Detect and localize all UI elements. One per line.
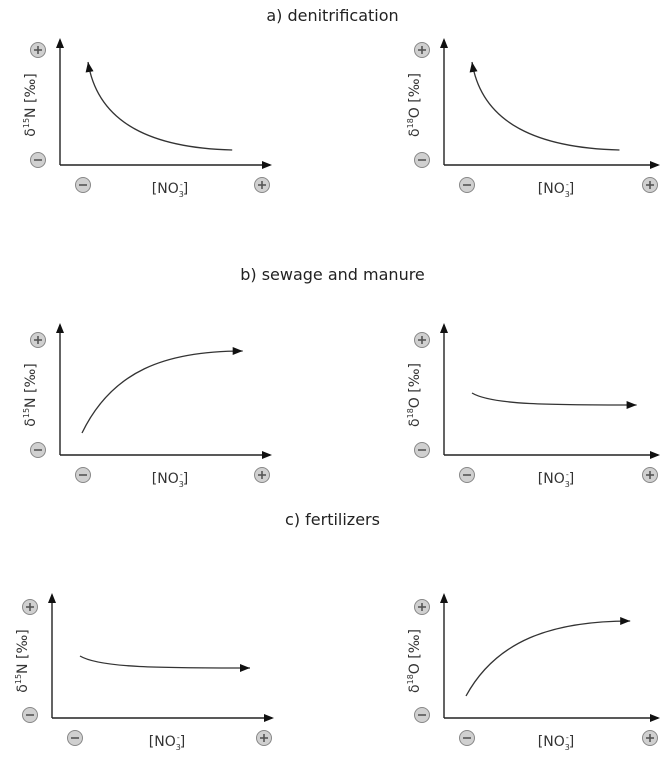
y-minus-sign-icon <box>414 152 430 168</box>
section-title-fertilizers: c) fertilizers <box>285 510 380 529</box>
panel-b-o: δ18O [‰] [NO3-] <box>406 323 660 489</box>
x-axis-label: [NO3-] <box>152 180 188 199</box>
x-axis-label: [NO3-] <box>149 733 185 752</box>
x-minus-sign-icon <box>459 467 475 483</box>
y-minus-sign-icon <box>30 152 46 168</box>
y-axis-arrowhead <box>440 323 448 333</box>
trend-arrowhead <box>240 664 250 672</box>
x-plus-sign-icon <box>642 177 658 193</box>
y-plus-sign-icon <box>414 599 430 615</box>
y-axis-label: δ15N [‰] <box>22 73 39 136</box>
x-axis-label: [NO3-] <box>152 470 188 489</box>
section-title-sewage-and-manure: b) sewage and manure <box>240 265 425 284</box>
y-axis-arrowhead <box>56 323 64 333</box>
trend-curve-flat <box>79 655 251 669</box>
x-plus-sign-icon <box>254 177 270 193</box>
trend-curve-rise <box>81 350 243 434</box>
y-plus-sign-icon <box>30 332 46 348</box>
trend-arrowhead <box>626 401 637 409</box>
trend-curve-flat <box>471 392 637 406</box>
trend-curve-decay <box>87 61 233 151</box>
x-axis-arrowhead <box>650 451 660 459</box>
y-axis-label: δ15N [‰] <box>22 363 39 426</box>
trend-arrowhead <box>469 62 478 73</box>
x-minus-sign-icon <box>459 730 475 746</box>
y-axis-arrowhead <box>48 593 56 603</box>
y-minus-sign-icon <box>414 707 430 723</box>
y-axis-label: δ18O [‰] <box>406 73 423 137</box>
y-minus-sign-icon <box>30 442 46 458</box>
trend-arrowhead <box>232 347 243 355</box>
y-axis-arrowhead <box>440 593 448 603</box>
trend-arrowhead <box>85 62 94 73</box>
y-minus-sign-icon <box>22 707 38 723</box>
panel-a-o: δ18O [‰] [NO3-] <box>406 38 660 199</box>
y-plus-sign-icon <box>30 42 46 58</box>
trend-curve-rise <box>465 620 631 697</box>
y-minus-sign-icon <box>414 442 430 458</box>
x-minus-sign-icon <box>459 177 475 193</box>
y-plus-sign-icon <box>22 599 38 615</box>
panel-a-n: δ15N [‰] [NO3-] <box>22 38 272 199</box>
x-minus-sign-icon <box>75 177 91 193</box>
panel-b-n: δ15N [‰] [NO3-] <box>22 323 272 489</box>
x-axis-arrowhead <box>262 161 272 169</box>
x-plus-sign-icon <box>642 730 658 746</box>
section-title-denitrification: a) denitrification <box>266 6 399 25</box>
x-minus-sign-icon <box>75 467 91 483</box>
trend-arrowhead <box>620 617 631 625</box>
y-axis-label: δ15N [‰] <box>14 629 31 692</box>
y-plus-sign-icon <box>414 42 430 58</box>
x-axis-arrowhead <box>264 714 274 722</box>
y-axis-label: δ18O [‰] <box>406 629 423 693</box>
trend-curve-decay <box>471 61 620 151</box>
x-axis-label: [NO3-] <box>538 470 574 489</box>
y-axis-arrowhead <box>56 38 64 48</box>
y-axis-label: δ18O [‰] <box>406 363 423 427</box>
x-axis-label: [NO3-] <box>538 733 574 752</box>
x-plus-sign-icon <box>642 467 658 483</box>
x-minus-sign-icon <box>67 730 83 746</box>
panel-c-o: δ18O [‰] [NO3-] <box>406 593 660 752</box>
x-axis-arrowhead <box>262 451 272 459</box>
x-axis-arrowhead <box>650 161 660 169</box>
y-axis-arrowhead <box>440 38 448 48</box>
x-axis-label: [NO3-] <box>538 180 574 199</box>
x-plus-sign-icon <box>254 467 270 483</box>
panel-c-n: δ15N [‰] [NO3-] <box>14 593 274 752</box>
x-axis-arrowhead <box>650 714 660 722</box>
y-plus-sign-icon <box>414 332 430 348</box>
x-plus-sign-icon <box>256 730 272 746</box>
